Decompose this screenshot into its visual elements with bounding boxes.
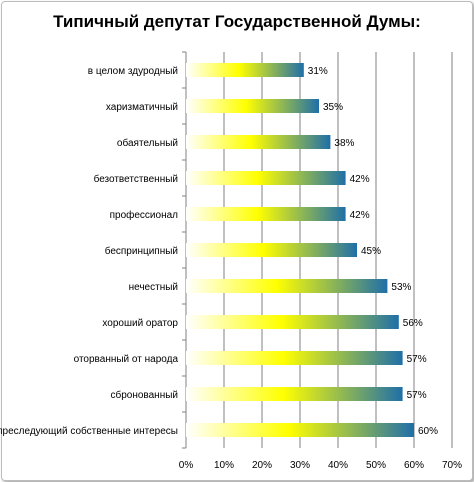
bar: [186, 423, 414, 437]
bar: [186, 207, 346, 221]
category-label: в целом здуродный: [88, 66, 178, 77]
x-tick-label: 70%: [442, 460, 462, 471]
value-label: 53%: [391, 282, 411, 293]
x-tick-label: 10%: [214, 460, 234, 471]
x-tick-label: 20%: [252, 460, 272, 471]
value-label: 56%: [403, 318, 423, 329]
x-tick-label: 30%: [290, 460, 310, 471]
category-label: безответственный: [94, 173, 178, 185]
bar: [186, 351, 403, 365]
value-label: 38%: [334, 138, 354, 149]
bar: [186, 171, 346, 185]
bar: [186, 315, 399, 329]
category-label: беспринципный: [105, 245, 178, 257]
bar: [186, 243, 357, 257]
bar: [186, 279, 388, 293]
category-label: нечестный: [129, 282, 178, 293]
value-label: 60%: [418, 426, 438, 437]
category-label: оторванный от народа: [74, 354, 179, 365]
bar: [186, 135, 331, 149]
gridlines: [182, 51, 453, 449]
value-label: 57%: [407, 390, 427, 401]
category-label: сбронованный: [110, 389, 178, 401]
x-tick-label: 0%: [179, 460, 194, 471]
value-label: 45%: [361, 246, 381, 257]
bar: [186, 387, 403, 401]
x-tick-label: 40%: [328, 460, 348, 471]
bar: [186, 63, 304, 77]
value-label: 31%: [308, 66, 328, 77]
category-label: хороший оратор: [102, 318, 178, 329]
category-label: профессионал: [110, 209, 179, 221]
value-label: 42%: [350, 174, 370, 185]
value-label: 35%: [323, 102, 343, 113]
bars: [186, 63, 414, 437]
labels: 0% 10% 20% 30% 40% 50% 60% 70% в целом здуродный…: [0, 66, 462, 471]
value-label: 57%: [407, 354, 427, 365]
chart-title: Типичный депутат Государственной Думы:: [53, 12, 421, 31]
x-tick-label: 60%: [404, 460, 424, 471]
category-label: преследующий собственные интересы: [0, 425, 178, 437]
category-label: обаятельный: [117, 137, 178, 149]
category-label: харизматичный: [106, 102, 178, 113]
bar: [186, 99, 319, 113]
x-tick-label: 50%: [366, 460, 386, 471]
value-label: 42%: [350, 210, 370, 221]
